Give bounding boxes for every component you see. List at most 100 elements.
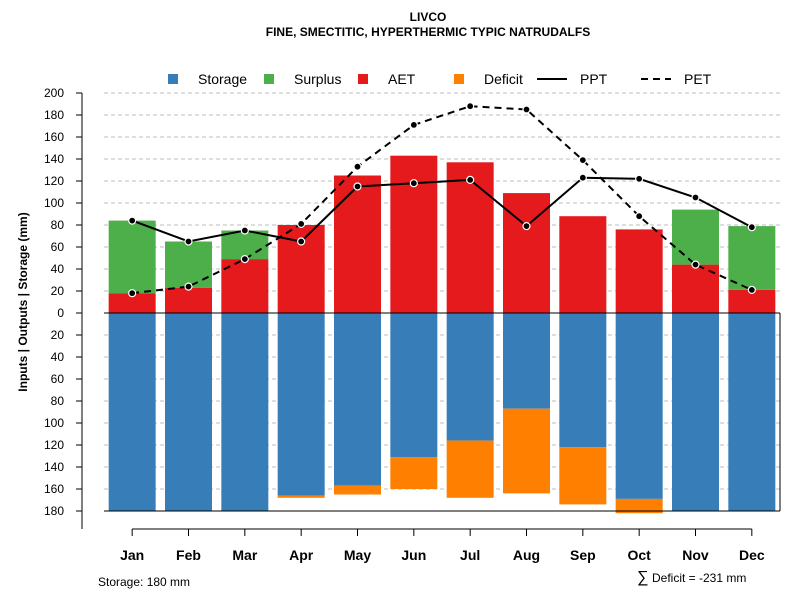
x-tick-label: May	[344, 547, 371, 563]
x-tick-label: Apr	[289, 547, 314, 563]
y-tick-label: 140	[44, 152, 64, 166]
surplus-bar	[221, 230, 269, 260]
deficit-annotation: Deficit = -231 mm	[652, 571, 746, 585]
aet-bar	[164, 287, 212, 313]
surplus-bar	[671, 209, 719, 265]
bars	[108, 155, 776, 514]
pet-point	[466, 102, 475, 111]
surplus-bar	[728, 226, 776, 290]
aet-bar	[446, 162, 494, 313]
pet-point	[691, 260, 700, 269]
storage-annotation: Storage: 180 mm	[98, 575, 190, 589]
storage-bar	[333, 313, 381, 486]
y-tick-label: 40	[51, 262, 65, 276]
y-tick-label: 140	[44, 460, 64, 474]
ppt-line	[131, 176, 753, 243]
pet-point	[747, 285, 756, 294]
y-tick-label: 20	[51, 328, 65, 342]
storage-bar	[559, 313, 607, 448]
ppt-point	[240, 226, 249, 235]
chart-title: LIVCO	[410, 10, 447, 24]
aet-bar	[333, 175, 381, 313]
x-tick-label: Jul	[460, 547, 480, 563]
pet-line	[132, 105, 753, 295]
ppt-point	[578, 173, 587, 182]
x-tick-label: Nov	[682, 547, 709, 563]
deficit-bar	[615, 498, 663, 514]
y-tick-label: 120	[44, 174, 64, 188]
y-tick-label: 200	[44, 86, 64, 100]
x-tick-label: Dec	[739, 547, 765, 563]
surplus-bar	[164, 241, 212, 288]
ppt-point	[353, 182, 362, 191]
pet-point	[635, 212, 644, 221]
ppt-point	[691, 193, 700, 202]
aet-bar	[559, 216, 607, 313]
storage-bar	[615, 313, 663, 499]
sum-symbol-icon: ∑	[637, 569, 648, 586]
y-tick-label: 100	[44, 196, 64, 210]
ppt-point	[466, 175, 475, 184]
y-tick-label: 160	[44, 130, 64, 144]
storage-bar	[502, 313, 550, 409]
ppt-point	[522, 222, 531, 231]
storage-bar	[671, 313, 719, 511]
deficit-bar	[390, 457, 438, 489]
ppt-point	[409, 179, 418, 188]
legend-swatch-deficit	[454, 74, 464, 84]
pet-point	[409, 120, 418, 130]
ppt-point	[635, 174, 644, 183]
y-tick-label: 100	[44, 416, 64, 430]
x-tick-label: Jan	[120, 547, 144, 563]
storage-bar	[390, 313, 438, 458]
legend-label-deficit: Deficit	[484, 71, 523, 87]
chart-subtitle: FINE, SMECTITIC, HYPERTHERMIC TYPIC NATR…	[266, 25, 590, 39]
y-tick-label: 160	[44, 482, 64, 496]
storage-bar	[108, 313, 156, 511]
deficit-bar	[502, 408, 550, 494]
pet-point	[240, 255, 249, 264]
ppt-point	[128, 216, 137, 225]
y-tick-label: 80	[51, 394, 65, 408]
pet-point	[297, 219, 306, 228]
x-tick-label: Sep	[570, 547, 596, 563]
y-tick-label: 20	[51, 284, 65, 298]
gridlines	[104, 92, 780, 512]
ppt-point	[297, 237, 306, 246]
pet-point	[522, 105, 531, 114]
y-tick-label: 80	[51, 218, 65, 232]
storage-bar	[728, 313, 776, 511]
y-axis-label: Inputs | Outputs | Storage (mm)	[16, 212, 30, 391]
ppt-point	[184, 237, 193, 246]
x-tick-label: Mar	[232, 547, 257, 563]
storage-bar	[164, 313, 212, 511]
deficit-bar	[559, 447, 607, 505]
deficit-bar	[446, 440, 494, 498]
y-tick-label: 120	[44, 438, 64, 452]
y-tick-label: 0	[57, 306, 64, 320]
y-tick-label: 180	[44, 504, 64, 518]
x-tick-label: Feb	[176, 547, 201, 563]
deficit-bar	[277, 495, 325, 498]
legend-label-surplus: Surplus	[294, 71, 341, 87]
legend-swatch-aet	[358, 74, 368, 84]
y-tick-label: 60	[51, 240, 65, 254]
storage-bar	[446, 313, 494, 441]
legend-swatch-storage	[168, 74, 178, 84]
legend-label-ppt: PPT	[580, 71, 608, 87]
axes: 2001801601401201008060402002040608010012…	[44, 86, 765, 563]
storage-bar	[221, 313, 269, 511]
y-tick-label: 60	[51, 372, 65, 386]
surplus-bar	[108, 220, 156, 294]
pet-point	[184, 282, 193, 291]
x-tick-label: Oct	[627, 547, 651, 563]
aet-bar	[615, 229, 663, 313]
aet-bar	[728, 289, 776, 313]
y-tick-label: 40	[51, 350, 65, 364]
pet-point	[578, 156, 587, 165]
storage-bar	[277, 313, 325, 496]
pet-point	[353, 162, 362, 171]
x-tick-label: Aug	[513, 547, 540, 563]
x-tick-label: Jun	[401, 547, 426, 563]
